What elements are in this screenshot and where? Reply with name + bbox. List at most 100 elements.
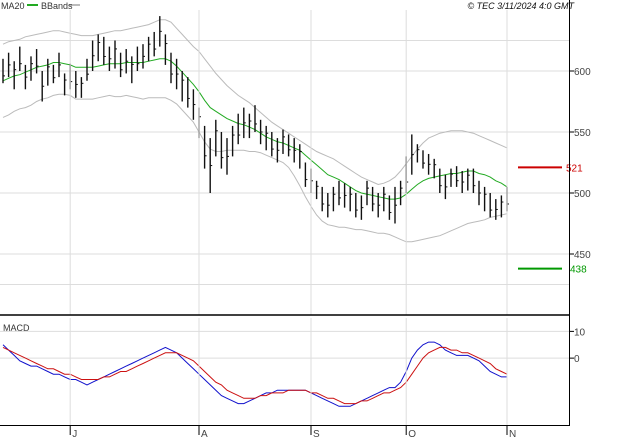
price-bar [164,34,168,65]
price-bar [170,52,173,84]
price-bar [30,56,33,81]
price-bar [472,168,476,193]
price-bar [360,195,364,220]
price-bars [2,16,509,224]
price-bar [7,52,11,78]
price-y-tick-label: 500 [574,189,591,200]
price-bar [422,150,425,169]
price-bar [147,36,151,62]
bbands-legend-label: BBands [41,1,73,11]
price-bar [299,144,302,169]
price-bar [226,138,229,175]
price-bar [388,195,392,220]
macd-title: MACD [3,323,30,333]
x-tick-label: N [509,429,516,440]
price-bar [483,186,487,212]
price-bar [209,138,213,193]
price-bar [321,186,325,212]
price-bar [91,40,95,71]
price-bar [243,107,246,139]
price-bar [439,168,442,193]
price-grid [0,40,570,285]
price-bar [327,193,330,218]
price-bar [142,44,145,69]
price-bar [355,193,358,218]
price-bar [187,77,190,108]
price-bar [108,46,112,71]
price-bar [276,138,280,163]
macd-y-tick-label: 10 [574,327,586,338]
price-bar [287,134,291,157]
signal-line [2,346,508,405]
x-tick-label: O [408,429,416,440]
price-bar [254,105,257,132]
price-bar [416,144,420,163]
x-tick-label: A [201,429,208,440]
price-bar [349,186,353,212]
price-bar [394,186,397,224]
price-bar [455,166,459,187]
bb-lower-line [2,93,508,243]
price-bar [131,56,134,84]
support-level-label: 438 [570,265,587,276]
price-bar [86,58,89,81]
price-bar [377,193,381,218]
price-bar [97,34,101,62]
price-y-tick-label: 600 [574,67,591,78]
copyright-text: © TEC 3/11/2024 4:0 GMT [467,1,575,11]
price-bar [282,129,285,154]
price-bar [293,138,297,163]
price-levels: 521 438 [518,163,587,276]
price-bar [203,125,207,169]
price-bar [304,162,308,187]
price-bar [215,119,218,157]
price-bar [63,73,67,96]
price-bar [343,183,347,208]
price-bar [500,195,504,218]
price-y-tick-label: 550 [574,128,591,139]
price-bar [35,49,39,74]
price-bar [366,180,369,206]
resistance-level-label: 521 [566,163,583,174]
x-tick-label: S [313,429,320,440]
price-bar [259,119,263,145]
price-bar [24,64,28,90]
price-bar [248,113,252,139]
price-bar [489,193,493,218]
macd-y-axis: 10 0 [570,327,586,365]
price-bar [192,89,196,120]
price-bar [411,134,414,175]
price-bar [136,46,140,71]
price-y-tick-label: 450 [574,250,591,261]
price-bar [332,186,336,212]
price-bar [80,77,84,98]
price-bar [181,71,185,102]
price-bar [427,153,431,175]
price-bar [399,180,403,206]
price-bar [13,61,17,90]
price-bar [478,180,481,206]
price-bar [444,174,448,200]
price-bar [41,71,45,102]
price-bar [159,16,162,47]
macd-y-tick-label: 0 [574,354,580,365]
price-bar [125,49,129,74]
price-bar [315,180,319,200]
ma20-legend-label: MA20 [1,1,25,11]
price-bar [237,113,241,145]
price-bar [338,180,341,206]
bb-upper-line [2,19,508,186]
price-bar [58,52,61,78]
price-bar [153,31,157,57]
price-y-axis: 450 500 550 600 [570,67,591,261]
price-bar [450,168,453,187]
price-bar [2,58,5,84]
price-bar [103,36,106,65]
price-bar [467,168,470,191]
price-bar [265,125,269,151]
macd-grid [0,330,570,359]
macd-lines [2,341,508,407]
price-bar [495,199,498,220]
